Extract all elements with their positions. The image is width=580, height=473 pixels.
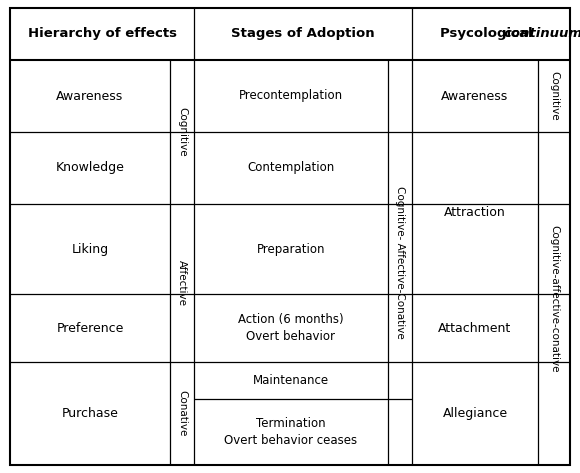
Text: continuum: continuum — [503, 27, 580, 41]
Text: Conative: Conative — [177, 390, 187, 437]
Text: Affective: Affective — [177, 260, 187, 306]
Text: Maintenance: Maintenance — [253, 374, 329, 387]
Text: Cognitive-affective-conative: Cognitive-affective-conative — [549, 225, 559, 372]
Text: Psycological: Psycological — [440, 27, 538, 41]
Text: Allegiance: Allegiance — [443, 407, 508, 420]
Text: Liking: Liking — [71, 243, 108, 255]
Text: Stages of Adoption: Stages of Adoption — [231, 27, 375, 41]
Text: Cognitive- Affective-Conative: Cognitive- Affective-Conative — [395, 186, 405, 339]
Text: Precontemplation: Precontemplation — [239, 89, 343, 103]
Text: Cognitive: Cognitive — [177, 107, 187, 157]
Text: Awareness: Awareness — [441, 89, 509, 103]
Text: Attachment: Attachment — [438, 322, 512, 334]
Text: Awareness: Awareness — [56, 89, 124, 103]
Text: Termination
Overt behavior ceases: Termination Overt behavior ceases — [224, 417, 357, 447]
Text: Cognitive: Cognitive — [549, 71, 559, 121]
Text: Preference: Preference — [56, 322, 124, 334]
Text: Attraction: Attraction — [444, 207, 506, 219]
Text: Purchase: Purchase — [61, 407, 118, 420]
Text: Action (6 months)
Overt behavior: Action (6 months) Overt behavior — [238, 313, 344, 343]
Text: Preparation: Preparation — [257, 243, 325, 255]
Text: Contemplation: Contemplation — [248, 161, 335, 175]
Text: Knowledge: Knowledge — [56, 161, 125, 175]
Text: Hierarchy of effects: Hierarchy of effects — [27, 27, 176, 41]
